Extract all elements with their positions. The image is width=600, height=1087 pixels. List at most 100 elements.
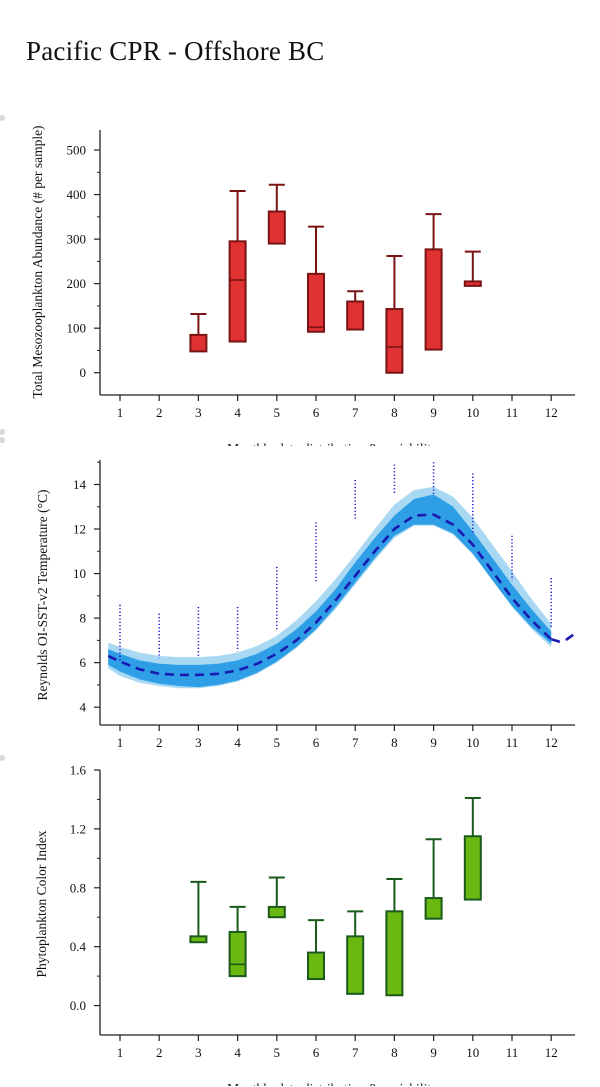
x-tick-label: 12 xyxy=(545,735,558,750)
x-tick-label: 1 xyxy=(117,1045,124,1060)
y-tick-label: 8 xyxy=(80,611,87,626)
y-tick-label: 300 xyxy=(67,232,87,247)
box-month-7 xyxy=(346,910,365,995)
x-tick-label: 7 xyxy=(352,735,359,750)
edge-dot xyxy=(0,115,5,121)
page-title: Pacific CPR - Offshore BC xyxy=(26,36,325,66)
box xyxy=(424,897,443,920)
x-tick-label: 5 xyxy=(274,405,281,420)
x-tick-label: 7 xyxy=(352,405,359,420)
y-tick-label: 100 xyxy=(67,321,87,336)
x-tick-label: 12 xyxy=(545,1045,558,1060)
box xyxy=(346,300,365,331)
edge-dots xyxy=(0,115,5,761)
box-month-6 xyxy=(307,919,325,981)
x-tick-label: 1 xyxy=(117,735,124,750)
box-month-9 xyxy=(424,838,443,920)
x-tick-label: 6 xyxy=(313,735,320,750)
y-axis-label: Reynolds OI-SST-v2 Temperature (°C) xyxy=(35,489,50,700)
y-tick-label: 200 xyxy=(67,276,87,291)
x-tick-label: 7 xyxy=(352,1045,359,1060)
box xyxy=(346,935,365,995)
x-tick-label: 6 xyxy=(313,405,320,420)
x-tick-label: 8 xyxy=(391,405,398,420)
box-month-6 xyxy=(307,225,325,333)
x-tick-label: 11 xyxy=(506,1045,519,1060)
box-month-8 xyxy=(385,255,404,374)
x-tick-label: 4 xyxy=(234,735,241,750)
edge-dot xyxy=(0,437,5,443)
y-tick-label: 1.6 xyxy=(70,763,87,778)
x-tick-label: 2 xyxy=(156,1045,163,1060)
x-tick-label: 8 xyxy=(391,735,398,750)
x-tick-label: 10 xyxy=(466,735,479,750)
box-month-7 xyxy=(346,290,365,331)
x-tick-label: 4 xyxy=(234,405,241,420)
y-axis-label: Total Mesozooplankton Abundance (# per s… xyxy=(30,125,45,398)
sst-mean-tail xyxy=(550,632,576,643)
x-tick-label: 5 xyxy=(274,1045,281,1060)
box xyxy=(307,951,325,981)
y-tick-label: 1.2 xyxy=(70,821,86,836)
box-month-5 xyxy=(267,183,286,245)
x-tick-label: 3 xyxy=(195,735,202,750)
x-axis-label: Monthly data distribution & variability xyxy=(227,441,438,456)
y-tick-label: 0 xyxy=(80,365,87,380)
box xyxy=(463,835,482,901)
x-tick-label: 3 xyxy=(195,1045,202,1060)
box-month-10 xyxy=(463,250,482,287)
y-tick-label: 6 xyxy=(80,655,87,670)
box xyxy=(228,240,247,343)
x-tick-label: 9 xyxy=(430,735,437,750)
y-tick-label: 400 xyxy=(67,187,87,202)
x-tick-label: 8 xyxy=(391,1045,398,1060)
sst-inner-band xyxy=(108,494,552,688)
box-month-9 xyxy=(424,213,443,351)
x-tick-label: 10 xyxy=(466,1045,479,1060)
box xyxy=(385,910,404,997)
box-month-8 xyxy=(385,877,404,997)
box-month-5 xyxy=(267,876,286,919)
y-tick-label: 0.0 xyxy=(70,998,86,1013)
sst-outer-band xyxy=(108,486,552,689)
x-tick-label: 11 xyxy=(506,405,519,420)
x-tick-label: 1 xyxy=(117,405,124,420)
box xyxy=(267,905,286,919)
x-tick-label: 10 xyxy=(466,405,479,420)
box-month-4 xyxy=(228,190,247,343)
box-month-4 xyxy=(228,905,247,978)
box-month-3 xyxy=(189,880,208,944)
y-tick-label: 0.4 xyxy=(70,939,87,954)
box xyxy=(267,210,286,245)
box xyxy=(424,248,443,351)
x-tick-label: 9 xyxy=(430,1045,437,1060)
box xyxy=(307,272,325,333)
y-tick-label: 10 xyxy=(73,566,86,581)
x-tick-label: 3 xyxy=(195,405,202,420)
y-tick-label: 500 xyxy=(67,143,87,158)
box xyxy=(385,308,404,374)
y-tick-label: 0.8 xyxy=(70,880,86,895)
y-tick-label: 14 xyxy=(73,477,87,492)
x-tick-label: 11 xyxy=(506,735,519,750)
x-tick-label: 6 xyxy=(313,1045,320,1060)
edge-dot xyxy=(0,429,5,435)
box xyxy=(228,930,247,978)
sst-mean-line xyxy=(107,513,553,677)
edge-dot xyxy=(0,755,5,761)
x-axis-label: Monthly data distribution & variability xyxy=(227,1081,438,1087)
x-tick-label: 9 xyxy=(430,405,437,420)
y-tick-label: 4 xyxy=(80,700,87,715)
box-month-10 xyxy=(463,796,482,901)
box-month-3 xyxy=(189,312,208,353)
x-tick-label: 2 xyxy=(156,405,163,420)
x-tick-label: 5 xyxy=(274,735,281,750)
box xyxy=(189,935,208,944)
x-tick-label: 12 xyxy=(545,405,558,420)
x-tick-label: 2 xyxy=(156,735,163,750)
color-index-chart: 0.00.40.81.21.61 2 3 4 5 6 7 8 9 10 11 12Phytoplank… xyxy=(34,763,575,1087)
y-axis-label: Phytoplankton Color Index xyxy=(34,830,49,977)
